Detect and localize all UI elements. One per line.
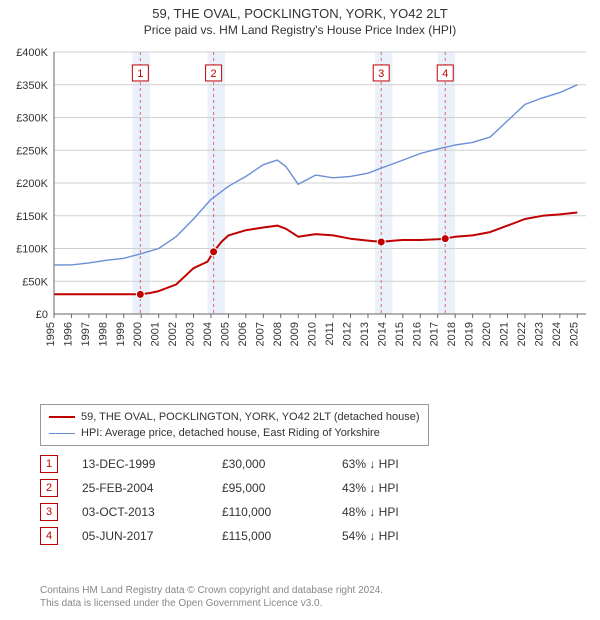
sale-marker: 3 [40, 503, 58, 521]
legend-swatch [49, 416, 75, 418]
table-row: 1 13-DEC-1999 £30,000 63% ↓ HPI [40, 452, 462, 476]
sales-table: 1 13-DEC-1999 £30,000 63% ↓ HPI 2 25-FEB… [40, 452, 462, 548]
svg-text:2018: 2018 [446, 322, 458, 346]
svg-text:2013: 2013 [359, 322, 371, 346]
sale-price: £110,000 [222, 505, 342, 519]
svg-text:2025: 2025 [568, 322, 580, 346]
sale-date: 03-OCT-2013 [82, 505, 222, 519]
svg-text:2019: 2019 [464, 322, 476, 346]
svg-text:2007: 2007 [254, 322, 266, 346]
svg-text:2008: 2008 [272, 322, 284, 346]
svg-text:2023: 2023 [533, 322, 545, 346]
svg-text:1996: 1996 [62, 322, 74, 346]
sale-marker: 1 [40, 455, 58, 473]
svg-text:2016: 2016 [411, 322, 423, 346]
svg-text:2022: 2022 [516, 322, 528, 346]
svg-text:2014: 2014 [376, 322, 388, 346]
svg-text:£0: £0 [36, 309, 48, 321]
sale-marker: 4 [40, 527, 58, 545]
svg-text:2011: 2011 [324, 322, 336, 346]
svg-text:3: 3 [378, 68, 384, 80]
svg-text:2024: 2024 [551, 322, 563, 346]
sale-date: 05-JUN-2017 [82, 529, 222, 543]
svg-text:2002: 2002 [167, 322, 179, 346]
svg-text:2000: 2000 [132, 322, 144, 346]
sale-pct: 63% ↓ HPI [342, 457, 462, 471]
svg-text:1995: 1995 [45, 322, 57, 346]
svg-text:2005: 2005 [219, 322, 231, 346]
table-row: 3 03-OCT-2013 £110,000 48% ↓ HPI [40, 500, 462, 524]
sale-marker: 2 [40, 479, 58, 497]
chart-svg: £0 £50K £100K £150K £200K £250K £300K £350K £400… [0, 46, 600, 366]
sale-date: 25-FEB-2004 [82, 481, 222, 495]
footer-line: Contains HM Land Registry data © Crown c… [40, 584, 383, 597]
svg-text:1999: 1999 [115, 322, 127, 346]
table-row: 2 25-FEB-2004 £95,000 43% ↓ HPI [40, 476, 462, 500]
legend-item: HPI: Average price, detached house, East… [49, 425, 420, 441]
sale-pct: 43% ↓ HPI [342, 481, 462, 495]
svg-text:2006: 2006 [237, 322, 249, 346]
legend-swatch [49, 433, 75, 434]
svg-text:2012: 2012 [342, 322, 354, 346]
sale-pct: 48% ↓ HPI [342, 505, 462, 519]
svg-text:1998: 1998 [97, 322, 109, 346]
legend-label: HPI: Average price, detached house, East… [81, 425, 380, 441]
svg-text:£200K: £200K [16, 178, 48, 190]
svg-text:1: 1 [137, 68, 143, 80]
svg-text:2001: 2001 [150, 322, 162, 346]
svg-text:2: 2 [211, 68, 217, 80]
sale-pct: 54% ↓ HPI [342, 529, 462, 543]
svg-text:£400K: £400K [16, 47, 48, 59]
svg-text:£100K: £100K [16, 244, 48, 256]
chart-title: 59, THE OVAL, POCKLINGTON, YORK, YO42 2L… [0, 0, 600, 21]
svg-text:2017: 2017 [429, 322, 441, 346]
legend: 59, THE OVAL, POCKLINGTON, YORK, YO42 2L… [40, 404, 429, 446]
svg-text:4: 4 [442, 68, 448, 80]
footer-line: This data is licensed under the Open Gov… [40, 597, 383, 610]
svg-text:2015: 2015 [394, 322, 406, 346]
chart: £0 £50K £100K £150K £200K £250K £300K £350K £400… [0, 46, 600, 366]
table-row: 4 05-JUN-2017 £115,000 54% ↓ HPI [40, 524, 462, 548]
footer: Contains HM Land Registry data © Crown c… [40, 584, 383, 610]
sale-price: £95,000 [222, 481, 342, 495]
svg-text:£350K: £350K [16, 80, 48, 92]
svg-text:£50K: £50K [22, 276, 48, 288]
svg-text:2009: 2009 [289, 322, 301, 346]
svg-text:£300K: £300K [16, 113, 48, 125]
svg-text:2020: 2020 [481, 322, 493, 346]
svg-text:2021: 2021 [499, 322, 511, 346]
svg-text:2003: 2003 [185, 322, 197, 346]
legend-label: 59, THE OVAL, POCKLINGTON, YORK, YO42 2L… [81, 409, 420, 425]
sale-price: £115,000 [222, 529, 342, 543]
svg-text:£150K: £150K [16, 211, 48, 223]
chart-subtitle: Price paid vs. HM Land Registry's House … [0, 21, 600, 41]
svg-text:2004: 2004 [202, 322, 214, 346]
legend-item: 59, THE OVAL, POCKLINGTON, YORK, YO42 2L… [49, 409, 420, 425]
sale-price: £30,000 [222, 457, 342, 471]
svg-text:1997: 1997 [80, 322, 92, 346]
svg-text:£250K: £250K [16, 145, 48, 157]
svg-text:2010: 2010 [307, 322, 319, 346]
sale-date: 13-DEC-1999 [82, 457, 222, 471]
